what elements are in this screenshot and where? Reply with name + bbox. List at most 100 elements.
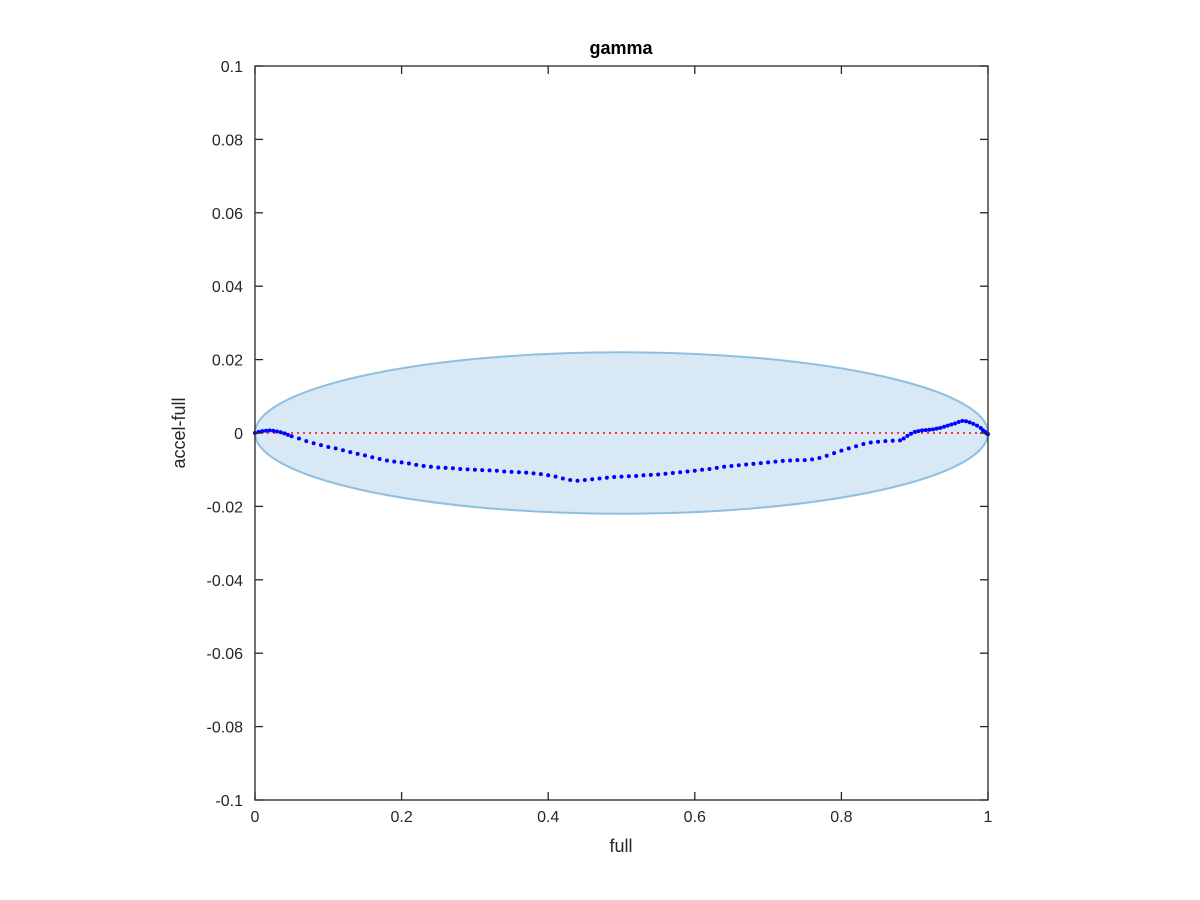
data-point	[304, 439, 309, 444]
data-point	[472, 467, 477, 472]
data-point	[406, 461, 411, 466]
data-point	[509, 469, 514, 474]
data-point	[648, 472, 653, 477]
data-point	[700, 467, 705, 472]
data-point	[810, 457, 815, 462]
data-point	[942, 424, 947, 429]
y-tick-label: 0.02	[212, 353, 243, 370]
data-point	[744, 462, 749, 467]
data-point	[707, 466, 712, 471]
data-point	[428, 464, 433, 469]
chart-title: gamma	[589, 38, 653, 58]
y-tick-label: 0.08	[212, 132, 243, 149]
x-tick-label: 0.4	[537, 809, 559, 826]
data-point	[384, 458, 389, 463]
data-point	[348, 450, 353, 455]
y-tick-label: -0.02	[207, 499, 244, 516]
data-point	[597, 476, 602, 481]
data-point	[399, 460, 404, 465]
data-point	[663, 471, 668, 476]
data-point	[861, 442, 866, 447]
data-point	[524, 470, 529, 475]
data-point	[945, 423, 950, 428]
data-point	[538, 472, 543, 477]
x-tick-label: 1	[984, 809, 993, 826]
data-point	[560, 476, 565, 481]
data-point	[960, 418, 965, 423]
data-point	[619, 474, 624, 479]
plot-area: 0 0.2 0.4 0.6 0.8 1 -0.1 -0.08 -0.06 -0.04 -0.02 0 0…	[207, 59, 993, 826]
data-point	[326, 444, 331, 449]
data-point	[729, 464, 734, 469]
data-point	[766, 460, 771, 465]
y-tick-label: 0	[234, 426, 243, 443]
data-point	[714, 465, 719, 470]
data-point	[685, 469, 690, 474]
data-point	[824, 453, 829, 458]
data-point	[934, 426, 939, 431]
data-point	[626, 474, 631, 479]
data-point	[278, 430, 283, 435]
data-point	[546, 473, 551, 478]
data-point	[355, 451, 360, 456]
data-point	[773, 459, 778, 464]
data-point	[612, 475, 617, 480]
data-point	[263, 428, 268, 433]
data-point	[868, 440, 873, 445]
data-point	[274, 429, 279, 434]
data-point	[909, 431, 914, 436]
data-point	[414, 462, 419, 467]
data-point	[590, 477, 595, 482]
data-point	[465, 467, 470, 472]
data-point	[296, 436, 301, 441]
data-point	[788, 458, 793, 463]
data-point	[392, 459, 397, 464]
data-point	[656, 472, 661, 477]
data-point	[436, 465, 441, 470]
data-point	[575, 478, 580, 483]
data-point	[282, 431, 287, 436]
data-point	[883, 439, 888, 444]
data-point	[876, 439, 881, 444]
data-point	[967, 420, 972, 425]
data-point	[516, 470, 521, 475]
data-point	[938, 425, 943, 430]
data-point	[751, 461, 756, 466]
data-point	[421, 464, 426, 469]
data-point	[333, 446, 338, 451]
x-tick-label: 0	[251, 809, 260, 826]
data-point	[912, 429, 917, 434]
data-point	[285, 432, 290, 437]
x-tick-label: 0.2	[390, 809, 412, 826]
data-point	[905, 433, 910, 438]
data-point	[854, 444, 859, 449]
data-point	[487, 468, 492, 473]
data-point	[795, 458, 800, 463]
x-tick-label: 0.6	[684, 809, 706, 826]
y-tick-label: 0.06	[212, 206, 243, 223]
data-point	[927, 427, 932, 432]
data-point	[971, 421, 976, 426]
data-point	[975, 423, 980, 428]
data-point	[458, 466, 463, 471]
y-tick-label: 0.04	[212, 279, 243, 296]
data-point	[502, 469, 507, 474]
data-point	[722, 464, 727, 469]
data-point	[311, 441, 316, 446]
data-point	[964, 419, 969, 424]
data-point	[604, 475, 609, 480]
data-point	[641, 473, 646, 478]
data-point	[780, 458, 785, 463]
data-point	[846, 446, 851, 451]
y-tick-label: 0.1	[221, 59, 243, 76]
data-point	[377, 457, 382, 462]
data-point	[802, 458, 807, 463]
data-point	[450, 466, 455, 471]
y-tick-label: -0.08	[207, 720, 244, 737]
data-point	[692, 468, 697, 473]
data-point	[582, 477, 587, 482]
data-point	[953, 421, 958, 426]
x-tick-label: 0.8	[830, 809, 852, 826]
data-point	[931, 427, 936, 432]
data-point	[736, 463, 741, 468]
